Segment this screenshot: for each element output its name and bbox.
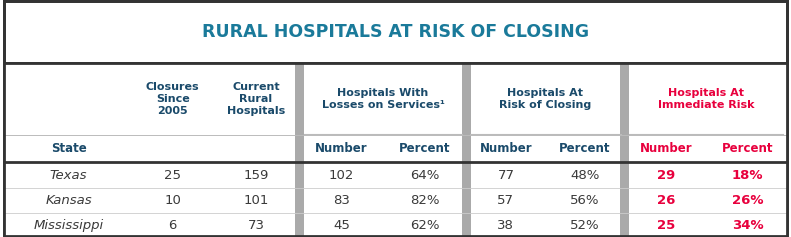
Bar [295,188,305,213]
Text: Percent: Percent [399,142,450,155]
Bar [4,162,787,188]
Text: Closures
Since
2005: Closures Since 2005 [146,82,199,116]
Text: 101: 101 [244,194,269,207]
Text: 34%: 34% [732,219,763,232]
Text: 56%: 56% [570,194,600,207]
Bar [462,188,471,213]
Text: 26%: 26% [732,194,763,207]
Bar [4,1,787,63]
Text: Number: Number [479,142,532,155]
Bar [462,213,471,237]
Text: RURAL HOSPITALS AT RISK OF CLOSING: RURAL HOSPITALS AT RISK OF CLOSING [202,23,589,41]
Bar [620,162,630,188]
Text: Current
Rural
Hospitals: Current Rural Hospitals [227,82,285,116]
Text: 18%: 18% [732,169,763,182]
Bar [620,63,630,236]
Bar [462,63,471,236]
Bar [295,162,305,188]
Text: 73: 73 [248,219,264,232]
Text: 159: 159 [244,169,269,182]
Text: Hospitals With
Losses on Services¹: Hospitals With Losses on Services¹ [322,88,445,110]
Text: Percent: Percent [559,142,611,155]
Text: 25: 25 [165,169,181,182]
Text: 26: 26 [657,194,676,207]
Text: Percent: Percent [721,142,774,155]
Text: Number: Number [315,142,368,155]
Bar [4,63,787,162]
Text: Hospitals At
Risk of Closing: Hospitals At Risk of Closing [499,88,592,110]
Text: 10: 10 [165,194,181,207]
Text: 57: 57 [498,194,514,207]
Bar [4,188,787,213]
Bar [620,213,630,237]
Text: 83: 83 [333,194,350,207]
Text: Texas: Texas [50,169,87,182]
Bar [462,162,471,188]
Bar [4,213,787,237]
Text: 82%: 82% [410,194,440,207]
Text: Mississippi: Mississippi [33,219,104,232]
Text: Kansas: Kansas [45,194,92,207]
Bar [295,213,305,237]
Text: 64%: 64% [410,169,439,182]
Text: 102: 102 [329,169,354,182]
Bar [295,63,305,236]
Text: 38: 38 [498,219,514,232]
Text: 45: 45 [333,219,350,232]
Text: Hospitals At
Immediate Risk: Hospitals At Immediate Risk [657,88,754,110]
Text: 29: 29 [657,169,676,182]
Text: 77: 77 [498,169,514,182]
Text: 62%: 62% [410,219,440,232]
Text: 48%: 48% [570,169,600,182]
Text: 52%: 52% [570,219,600,232]
Text: State: State [51,142,86,155]
Text: 6: 6 [168,219,177,232]
Text: Number: Number [640,142,693,155]
Bar [620,188,630,213]
Text: 25: 25 [657,219,676,232]
